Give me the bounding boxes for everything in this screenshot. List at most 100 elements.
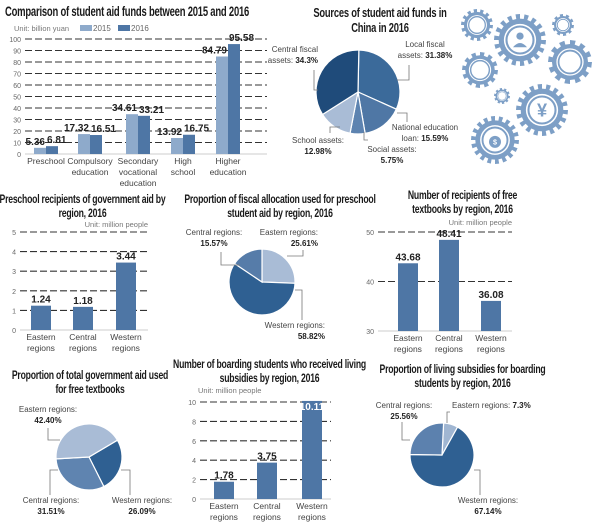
unit-label: Unit: million people	[449, 218, 512, 227]
pie-slice	[233, 248, 263, 284]
slice-label: Eastern regions:	[260, 228, 318, 237]
bar-value-label: 16.51	[91, 124, 116, 135]
y-tick-label: 8	[192, 419, 196, 426]
slice-value: 26.09%	[128, 507, 155, 516]
gear-hole	[468, 58, 492, 82]
x-tick-label: Eastern	[209, 501, 239, 511]
slice-value: 5.75%	[381, 156, 404, 165]
bar-value-label: 1.78	[214, 471, 234, 482]
leader-line	[49, 469, 58, 495]
bar-2016	[90, 135, 102, 154]
pie-slice	[55, 423, 119, 460]
pie-slice	[315, 49, 360, 116]
slice-label: Central regions:	[376, 401, 432, 410]
leader-line	[363, 132, 368, 141]
gear-hole	[556, 18, 570, 32]
bar-2016	[228, 44, 240, 154]
x-tick-label: regions	[210, 512, 238, 522]
slice-value: 58.82%	[298, 332, 325, 341]
slice-value: 31.38%	[423, 51, 452, 60]
y-tick-label: 10	[13, 141, 21, 148]
leader-line	[287, 250, 304, 257]
bar-2015	[171, 137, 183, 154]
x-tick-label: regions	[69, 343, 97, 353]
slice-label: Local fiscal	[405, 40, 445, 49]
gear-hole	[497, 91, 507, 101]
pie-slice	[55, 456, 105, 491]
y-tick-label: 40	[366, 280, 374, 287]
leader-line	[220, 252, 240, 266]
leader-line	[121, 469, 131, 495]
person-icon	[516, 32, 524, 40]
pie-slice	[409, 426, 475, 488]
chart-title-boarding-students: Number of boarding students who received…	[173, 357, 366, 385]
pie-slice	[88, 439, 123, 488]
slice-label: Western regions:	[265, 321, 325, 330]
y-tick-label: 10	[188, 400, 196, 407]
x-tick-label: Western	[475, 333, 507, 343]
leader-line	[397, 65, 410, 81]
bar-2015	[78, 134, 90, 154]
x-tick-label: Central	[435, 333, 463, 343]
leader-line	[295, 289, 303, 320]
chart-title-preschool-allocation: Proportion of fiscal allocation used for…	[184, 192, 376, 220]
x-tick-label: regions	[27, 343, 55, 353]
gear-ring	[481, 126, 509, 154]
legend-swatch	[118, 25, 130, 31]
slice-label: assets: 31.38%	[398, 51, 453, 60]
bar-value-label: 95.58	[229, 33, 254, 44]
bar-value	[302, 400, 322, 499]
slice-value: 25.56%	[390, 412, 417, 421]
y-tick-label: 3	[12, 269, 16, 276]
bar-value	[439, 239, 459, 331]
yen-icon: ¥	[537, 101, 548, 121]
y-tick-label: 80	[13, 60, 21, 67]
slice-value: 31.51%	[37, 507, 64, 516]
bar-value-label: 34.61	[112, 103, 137, 114]
pie-slice	[409, 422, 445, 456]
x-tick-label: Preschool	[27, 156, 65, 166]
x-tick-label: education	[72, 167, 109, 177]
bar-value	[31, 305, 51, 330]
bar-value-label: 10.11	[300, 402, 325, 413]
leader-line	[47, 428, 60, 441]
bar-value	[214, 481, 234, 499]
slice-label: Western regions:	[112, 496, 172, 505]
bar-value	[398, 263, 418, 331]
bar-value	[73, 306, 93, 330]
bar-value-label: 43.68	[395, 252, 420, 263]
bar-value-label: 6.81	[47, 135, 67, 146]
x-tick-label: vocational	[119, 167, 157, 177]
slice-label: Central fiscal	[272, 45, 318, 54]
slice-value: 15.57%	[200, 239, 227, 248]
bar-value-label: 16.75	[184, 124, 209, 135]
x-tick-label: education	[210, 167, 247, 177]
slice-label: Eastern regions:	[19, 405, 77, 414]
gear-ring	[469, 59, 491, 81]
y-tick-label: 50	[366, 230, 374, 237]
gear-ring	[505, 25, 535, 55]
y-tick-label: 0	[17, 152, 21, 159]
bar-value-label: 48.41	[436, 229, 461, 240]
gear-ring	[557, 49, 583, 75]
x-tick-label: Western	[110, 332, 142, 342]
slice-label: Central regions:	[186, 228, 242, 237]
x-tick-label: regions	[394, 344, 422, 354]
y-tick-label: 100	[9, 37, 21, 44]
bar-2016	[46, 146, 58, 154]
chart-title-preschool-recipients: Preschool recipients of government aid b…	[0, 192, 166, 220]
x-tick-label: Eastern	[26, 332, 56, 342]
y-tick-label: 0	[12, 328, 16, 335]
slice-label: Western regions:	[458, 496, 518, 505]
bar-2015	[34, 147, 46, 154]
y-tick-label: 70	[13, 72, 21, 79]
gear-hole	[503, 23, 537, 57]
money-bag-icon: $	[493, 137, 497, 146]
x-tick-label: regions	[253, 512, 281, 522]
bar-2016	[183, 134, 195, 154]
slice-label: Eastern regions: 7.3%	[452, 401, 531, 410]
y-tick-label: 6	[192, 439, 196, 446]
y-tick-label: 30	[366, 329, 374, 336]
